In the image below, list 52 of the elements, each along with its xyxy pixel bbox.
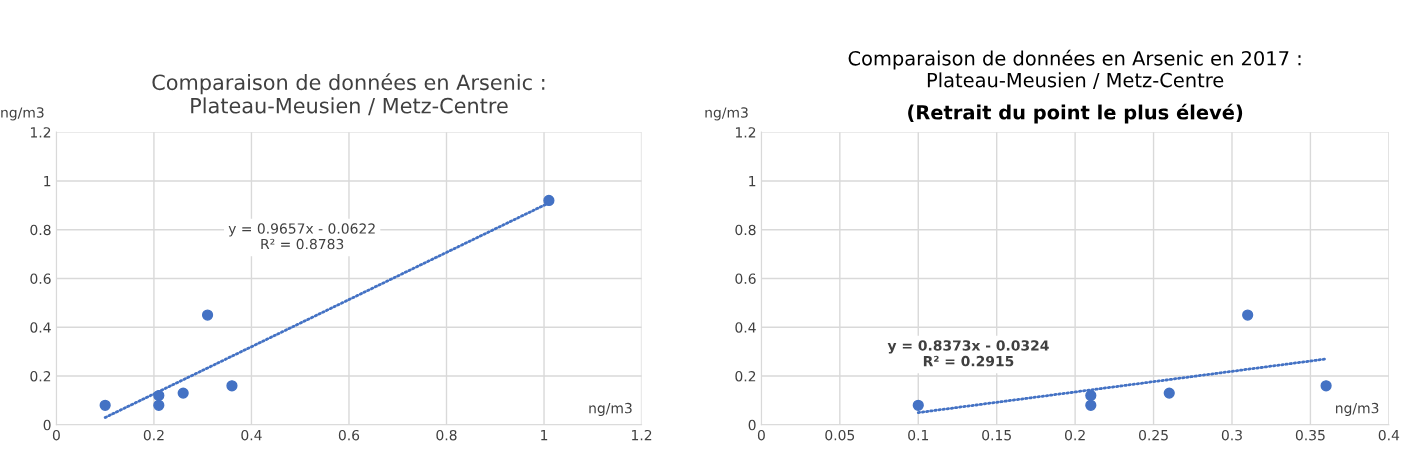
y-tick-label: 0.4 [735, 322, 756, 333]
y-tick-label: 1.2 [30, 127, 51, 138]
chart-title: Comparaison de données en Arsenic : Plateau-Meusien / Metz-Centre [152, 73, 545, 116]
x-tick-label: 1 [541, 430, 548, 441]
x-tick-label: 0.15 [982, 429, 1011, 441]
y-tick-label: 0.2 [30, 371, 51, 382]
point [153, 399, 165, 411]
x-tick-label: 0.4 [1378, 429, 1400, 441]
point [226, 380, 238, 392]
y-tick-label: 0.6 [735, 273, 756, 284]
point [1320, 380, 1332, 392]
annotation: y = 0.8373x - 0.0324 R² = 0.2915 [887, 340, 1049, 367]
chart-title: Comparaison de données en Arsenic en 2017 : Plateau-Meusien / Metz-Centre [848, 49, 1301, 89]
y-tick-label: 0.2 [735, 371, 756, 382]
y-tick-label: 0.4 [30, 322, 51, 333]
y-tick-label: 1 [749, 176, 756, 187]
point [201, 309, 214, 321]
x-tick-label: 0.35 [1295, 429, 1325, 441]
point [99, 399, 111, 411]
x-axis-title: ng/m3 [1336, 402, 1379, 417]
x-tick-label: 0.25 [1139, 429, 1168, 441]
y-tick-label: 1 [44, 176, 51, 187]
point [543, 194, 555, 207]
x-tick-label: 0.2 [143, 429, 164, 441]
x-tick-label: 0 [52, 429, 60, 441]
y-tick-label: 0.8 [30, 224, 51, 236]
x-tick-label: 0.8 [436, 429, 457, 441]
y-tick-label: 0.6 [30, 273, 51, 284]
x-tick-label: 0.4 [241, 429, 262, 441]
y-tick-label: 1.2 [735, 127, 756, 138]
chart-subtitle: (Retrait du point le plus élevé) [908, 103, 1243, 124]
x-axis-title: ng/m3 [589, 402, 632, 417]
y-tick-label: 0 [43, 419, 51, 431]
x-tick-label: 0.05 [825, 429, 855, 441]
y-tick-label: 0.8 [735, 224, 756, 236]
x-tick-label: 0.2 [1065, 429, 1085, 441]
annotation: y = 0.9657x - 0.0622 R² = 0.8783 [228, 223, 375, 250]
point [153, 389, 165, 402]
x-tick-label: 0 [757, 429, 765, 441]
y-axis-title: ng/m3 [705, 107, 748, 121]
point [1163, 387, 1175, 399]
x-tick-label: 1.2 [632, 429, 652, 441]
point [177, 387, 189, 399]
point [1085, 399, 1097, 411]
x-tick-label: 0.6 [338, 429, 360, 441]
point [1242, 309, 1254, 321]
x-tick-label: 0.1 [908, 429, 929, 441]
x-tick-label: 0.3 [1221, 429, 1242, 441]
y-axis-title: ng/m3 [1, 107, 44, 121]
y-tick-label: 0 [748, 419, 756, 431]
point [912, 399, 924, 411]
point [1085, 389, 1097, 402]
